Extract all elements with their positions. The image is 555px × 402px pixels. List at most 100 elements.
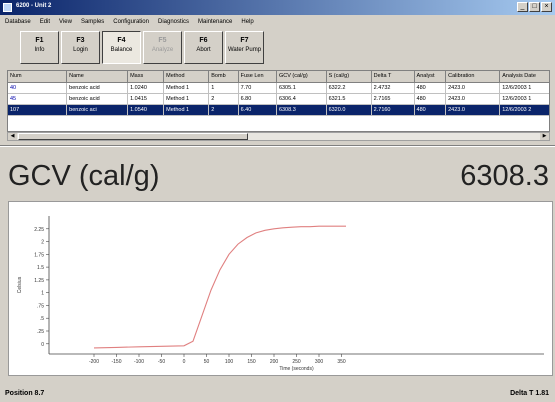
x-tick-label: 50 bbox=[204, 359, 210, 365]
x-tick-label: -50 bbox=[158, 359, 165, 365]
f5-analyze-button[interactable]: F5 Analyze bbox=[143, 31, 182, 64]
table-row[interactable]: 45 benzoic acid 1.0415 Method 1 2 6.80 6… bbox=[8, 93, 549, 105]
table-cell: Method 1 bbox=[163, 93, 210, 105]
menu-help[interactable]: Help bbox=[241, 19, 254, 25]
table-cell: 2423.0 bbox=[445, 82, 501, 94]
x-tick-label: 100 bbox=[225, 359, 234, 365]
scrollbar-thumb[interactable] bbox=[18, 133, 248, 140]
x-tick-label: 0 bbox=[183, 359, 186, 365]
column-header-mass[interactable]: Mass bbox=[127, 71, 165, 83]
menu-diagnostics[interactable]: Diagnostics bbox=[157, 19, 189, 25]
pane-divider[interactable] bbox=[0, 145, 555, 147]
temperature-chart: 0 .25 .5 .75 1 1.25 1.5 1.75 2 2.25 -200 -150 -100 -5… bbox=[8, 201, 553, 376]
table-cell: benzoic aci bbox=[66, 104, 129, 116]
table-cell: 1.0540 bbox=[127, 104, 165, 116]
column-header-analysis-date[interactable]: Analysis Date bbox=[499, 71, 549, 83]
f5-caption: Analyze bbox=[151, 47, 174, 53]
x-tick-label: 150 bbox=[247, 359, 256, 365]
column-header-fuse-len[interactable]: Fuse Len bbox=[238, 71, 277, 83]
table-cell: 107 bbox=[8, 104, 68, 116]
x-tick-label: 250 bbox=[292, 359, 301, 365]
f3-caption: Login bbox=[73, 47, 88, 53]
f3-login-button[interactable]: F3 Login bbox=[61, 31, 100, 64]
menu-maintenance[interactable]: Maintenance bbox=[198, 19, 233, 25]
f1-info-button[interactable]: F1 Info bbox=[20, 31, 59, 64]
column-header-bomb[interactable]: Bomb bbox=[208, 71, 239, 83]
x-axis-title: Time (seconds) bbox=[279, 366, 314, 372]
table-cell: 2.7160 bbox=[371, 104, 415, 116]
f6-abort-button[interactable]: F6 Abort bbox=[184, 31, 223, 64]
table-cell: 45 bbox=[8, 93, 68, 105]
f4-balance-button[interactable]: F4 Balance bbox=[102, 31, 141, 64]
column-header-delta-t[interactable]: Delta T bbox=[371, 71, 415, 83]
y-tick-label: .25 bbox=[37, 329, 44, 335]
y-tick-label: 1 bbox=[41, 291, 44, 297]
y-tick-label: 2.25 bbox=[34, 227, 44, 233]
f4-key-label: F4 bbox=[117, 37, 126, 44]
table-cell: 1.0240 bbox=[127, 82, 165, 94]
f3-key-label: F3 bbox=[76, 37, 85, 44]
f1-key-label: F1 bbox=[35, 37, 44, 44]
table-cell: 12/6/2003 2 bbox=[499, 104, 549, 116]
column-header-name[interactable]: Name bbox=[66, 71, 129, 83]
y-tick-label: .75 bbox=[37, 303, 44, 309]
y-tick-label: 2 bbox=[41, 240, 44, 246]
scroll-right-arrow-icon[interactable]: ▶ bbox=[540, 133, 549, 140]
series-line bbox=[93, 225, 346, 349]
f5-key-label: F5 bbox=[158, 37, 167, 44]
f1-caption: Info bbox=[34, 47, 45, 53]
table-cell: 1 bbox=[208, 82, 239, 94]
f4-caption: Balance bbox=[110, 47, 133, 53]
table-cell: 6322.2 bbox=[326, 82, 372, 94]
maximize-button[interactable]: □ bbox=[529, 2, 540, 12]
table-cell: 480 bbox=[414, 82, 447, 94]
table-cell: benzoic acid bbox=[66, 93, 129, 105]
x-tick-label: 350 bbox=[337, 359, 346, 365]
table-row-selected[interactable]: 107 benzoic aci 1.0540 Method 1 2 6.40 6… bbox=[8, 104, 549, 116]
column-header-s[interactable]: S (cal/g) bbox=[326, 71, 372, 83]
menu-samples[interactable]: Samples bbox=[80, 19, 105, 25]
column-header-calibration[interactable]: Calibration bbox=[445, 71, 501, 83]
table-cell: 2 bbox=[208, 104, 239, 116]
table-cell: 6321.5 bbox=[326, 93, 372, 105]
gcv-readout-value: 6308.3 bbox=[460, 160, 549, 192]
table-cell: 1.0415 bbox=[127, 93, 165, 105]
menu-view[interactable]: View bbox=[59, 19, 72, 25]
x-tick-label: -200 bbox=[89, 359, 99, 365]
scroll-left-arrow-icon[interactable]: ◀ bbox=[8, 133, 17, 140]
close-button[interactable]: × bbox=[541, 2, 552, 12]
horizontal-scrollbar[interactable]: ◀ ▶ bbox=[7, 132, 550, 141]
status-position: Position 8.7 bbox=[5, 390, 45, 397]
table-cell: 2 bbox=[208, 93, 239, 105]
table-cell: 2.4732 bbox=[371, 82, 415, 94]
menu-database[interactable]: Database bbox=[5, 19, 31, 25]
f7-water-pump-button[interactable]: F7 Water Pump bbox=[225, 31, 264, 64]
x-tick-label: -100 bbox=[134, 359, 144, 365]
minimize-button[interactable]: _ bbox=[517, 2, 528, 12]
app-icon bbox=[3, 3, 12, 12]
table-row[interactable]: 40 benzoic acid 1.0240 Method 1 1 7.70 6… bbox=[8, 82, 549, 94]
column-header-num[interactable]: Num bbox=[8, 71, 68, 83]
chart-svg: 0 .25 .5 .75 1 1.25 1.5 1.75 2 2.25 -200 -150 -100 -5… bbox=[17, 216, 544, 372]
column-header-gcv[interactable]: GCV (cal/g) bbox=[276, 71, 327, 83]
function-key-toolbar: F1 Info F3 Login F4 Balance F5 Analyze F… bbox=[20, 31, 264, 64]
window-controls: _ □ × bbox=[517, 2, 552, 12]
table-cell: 7.70 bbox=[238, 82, 277, 94]
table-cell: 40 bbox=[8, 82, 68, 94]
menu-configuration[interactable]: Configuration bbox=[113, 19, 149, 25]
table-cell: 12/6/2003 1 bbox=[499, 93, 549, 105]
y-tick-label: 0 bbox=[41, 342, 44, 348]
table-cell: 6.80 bbox=[238, 93, 277, 105]
y-axis-title: Celsius bbox=[17, 276, 23, 293]
f6-key-label: F6 bbox=[199, 37, 208, 44]
grid-header-row: Num Name Mass Method Bomb Fuse Len GCV (… bbox=[8, 71, 549, 83]
y-tick-label: 1.75 bbox=[34, 252, 44, 258]
y-tick-label: 1.25 bbox=[34, 278, 44, 284]
window-title: 6200 - Unit 2 bbox=[16, 3, 52, 9]
title-bar: 6200 - Unit 2 _ □ × bbox=[0, 0, 555, 15]
menu-edit[interactable]: Edit bbox=[39, 19, 51, 25]
results-grid[interactable]: Num Name Mass Method Bomb Fuse Len GCV (… bbox=[7, 70, 550, 132]
column-header-method[interactable]: Method bbox=[163, 71, 210, 83]
column-header-analyst[interactable]: Analyst bbox=[414, 71, 447, 83]
y-tick-label: .5 bbox=[40, 316, 44, 322]
